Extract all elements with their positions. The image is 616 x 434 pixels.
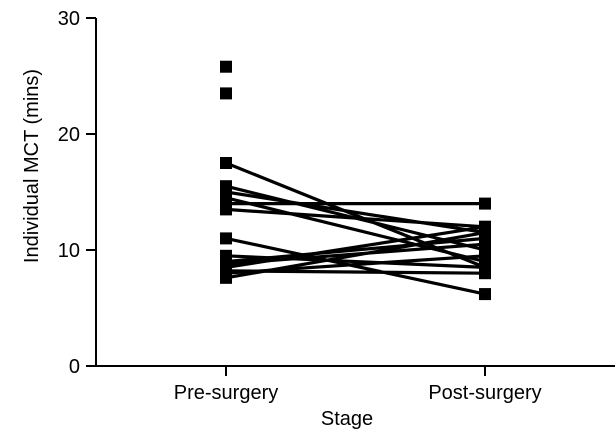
- pre-surgery-point: [220, 203, 232, 216]
- pair-line: [225, 231, 486, 280]
- x-ticks: Pre-surgery Post-surgery: [174, 366, 542, 404]
- post-surgery-point: [479, 249, 491, 262]
- pair-line: [225, 207, 486, 229]
- data-points: [220, 60, 491, 301]
- pair-line: [225, 236, 486, 296]
- axes: [95, 18, 615, 367]
- post-surgery-point: [479, 226, 491, 239]
- pair-line: [225, 236, 486, 264]
- y-tick-label: 0: [69, 356, 80, 378]
- unpaired-point: [220, 60, 232, 73]
- pre-surgery-point: [220, 271, 232, 284]
- x-tick-label: Post-surgery: [428, 382, 541, 404]
- paired-lines: [225, 161, 486, 296]
- post-surgery-point: [479, 197, 491, 210]
- x-axis-title: Stage: [321, 408, 373, 430]
- post-surgery-point: [479, 238, 491, 251]
- pre-surgery-point: [220, 157, 232, 169]
- pair-line: [225, 225, 486, 269]
- unpaired-point: [220, 87, 232, 100]
- y-tick-label: 30: [58, 8, 80, 30]
- pair-line: [225, 196, 486, 264]
- pair-line: [225, 190, 486, 235]
- x-tick-label: Pre-surgery: [174, 382, 278, 404]
- pre-surgery-point: [220, 232, 232, 245]
- y-tick-label: 20: [58, 124, 80, 146]
- post-surgery-point: [479, 288, 491, 301]
- post-surgery-point: [479, 267, 491, 280]
- y-ticks: 0 10 20 30: [58, 8, 96, 378]
- y-axis-title: Individual MCT (mins): [21, 69, 43, 263]
- y-tick-label: 10: [58, 240, 80, 262]
